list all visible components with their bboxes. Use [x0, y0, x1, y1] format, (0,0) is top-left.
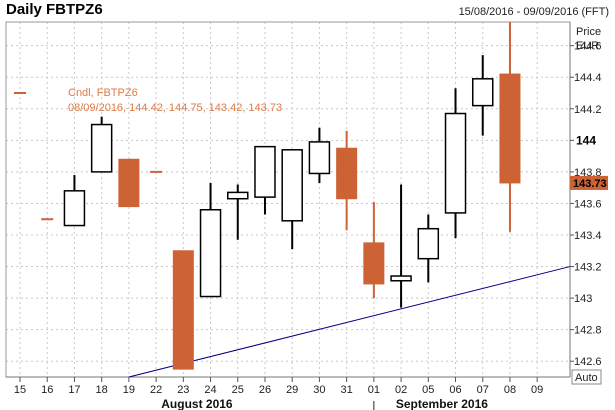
candle-body: [363, 242, 385, 285]
candle-body: [63, 190, 86, 227]
trendline-group: [128, 266, 571, 378]
x-tick-label: 23: [177, 384, 189, 396]
candle-body: [118, 158, 140, 208]
x-tick-label: 07: [477, 384, 489, 396]
x-tick-label: 31: [341, 384, 353, 396]
candle[interactable]: [363, 201, 385, 299]
trendline[interactable]: [128, 266, 571, 378]
x-axis: 15 16 17 18 19 22 23 24 25 26 29 30 31 01 02 05 06 07 08 09: [14, 377, 543, 396]
candle-body: [308, 141, 331, 175]
x-tick-label: 22: [150, 384, 162, 396]
y-tick-label: 144.4: [574, 72, 602, 84]
x-tick-label: 26: [259, 384, 271, 396]
candle-body: [336, 147, 358, 200]
x-tick-label: 25: [232, 384, 244, 396]
x-tick-label: 08: [504, 384, 516, 396]
x-tick-label: 06: [449, 384, 461, 396]
candle[interactable]: [254, 145, 276, 215]
y-tick-label: 142.6: [574, 356, 602, 368]
y-tick-label: 143: [574, 293, 592, 305]
x-tick-label: 24: [204, 384, 216, 396]
candle[interactable]: [444, 88, 467, 239]
month-label: September 2016: [396, 397, 488, 410]
candle-body: [444, 112, 467, 214]
candle[interactable]: [90, 116, 113, 173]
candle[interactable]: [308, 127, 331, 183]
x-tick-label: 05: [422, 384, 434, 396]
candle[interactable]: [118, 158, 140, 208]
candle[interactable]: [417, 214, 440, 283]
y-tick-label: 144.6: [574, 41, 602, 53]
candle-body: [281, 149, 303, 222]
x-tick-label: 01: [368, 384, 380, 396]
currency-axis-label: EUR: [576, 40, 599, 52]
y-tick-label: 143.4: [574, 230, 602, 242]
y-tick-label: 144.2: [574, 104, 602, 116]
candle[interactable]: [390, 184, 412, 308]
candle[interactable]: [336, 130, 358, 231]
price-axis-label: Price: [576, 26, 601, 38]
x-tick-label: 09: [531, 384, 543, 396]
y-tick-label: 143.8: [574, 167, 602, 179]
candle[interactable]: [227, 184, 249, 240]
month-labels: August 2016 September 2016: [161, 397, 488, 410]
legend-ohlc-values: 08/09/2016, 144.42, 144.75, 143.42, 143.…: [68, 102, 282, 114]
current-value-label: 143.73: [573, 178, 607, 190]
candle-body: [90, 123, 113, 173]
x-tick-label: 15: [14, 384, 26, 396]
candle[interactable]: [172, 250, 194, 370]
current-value-tag: 143.73: [570, 175, 608, 190]
x-tick-label: 29: [286, 384, 298, 396]
auto-scale-button[interactable]: Auto: [571, 369, 602, 385]
candles-group: [14, 22, 521, 370]
x-tick-label: 16: [41, 384, 53, 396]
y-tick-label: 144: [576, 133, 596, 147]
legend-series-name: Cndl, FBTPZ6: [68, 87, 138, 99]
candle-body: [499, 73, 521, 184]
candle[interactable]: [199, 182, 222, 298]
x-tick-label: 18: [96, 384, 108, 396]
candle[interactable]: [63, 175, 86, 227]
y-axis: 142.6 142.8 143 143.2 143.4 143.6 143.8 144 144.…: [570, 41, 602, 368]
y-tick-label: 142.8: [574, 325, 602, 337]
candle-body: [471, 78, 494, 107]
auto-scale-label: Auto: [575, 372, 598, 384]
chart-title: Daily FBTPZ6: [6, 1, 103, 18]
candle-body: [417, 227, 440, 260]
x-tick-label: 17: [68, 384, 80, 396]
y-tick-label: 143.6: [574, 198, 602, 210]
candle-body: [390, 275, 412, 282]
date-range: 15/08/2016 - 09/09/2016 (FFT): [458, 6, 609, 18]
candle[interactable]: [499, 22, 521, 232]
legend: Cndl, FBTPZ6 08/09/2016, 144.42, 144.75,…: [68, 87, 282, 114]
candle-body: [199, 209, 222, 298]
x-tick-label: 02: [395, 384, 407, 396]
candle-body: [172, 250, 194, 370]
candle[interactable]: [471, 55, 494, 136]
y-tick-label: 143.2: [574, 262, 602, 274]
x-tick-label: 19: [123, 384, 135, 396]
x-tick-label: 30: [313, 384, 325, 396]
candle-body: [254, 145, 276, 198]
candle-body: [227, 191, 249, 200]
candle[interactable]: [281, 149, 303, 250]
month-label: August 2016: [161, 397, 233, 410]
